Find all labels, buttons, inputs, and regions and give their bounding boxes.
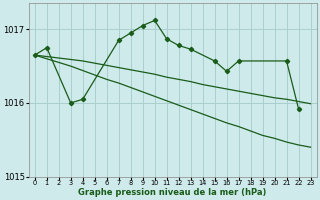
X-axis label: Graphe pression niveau de la mer (hPa): Graphe pression niveau de la mer (hPa) — [78, 188, 267, 197]
